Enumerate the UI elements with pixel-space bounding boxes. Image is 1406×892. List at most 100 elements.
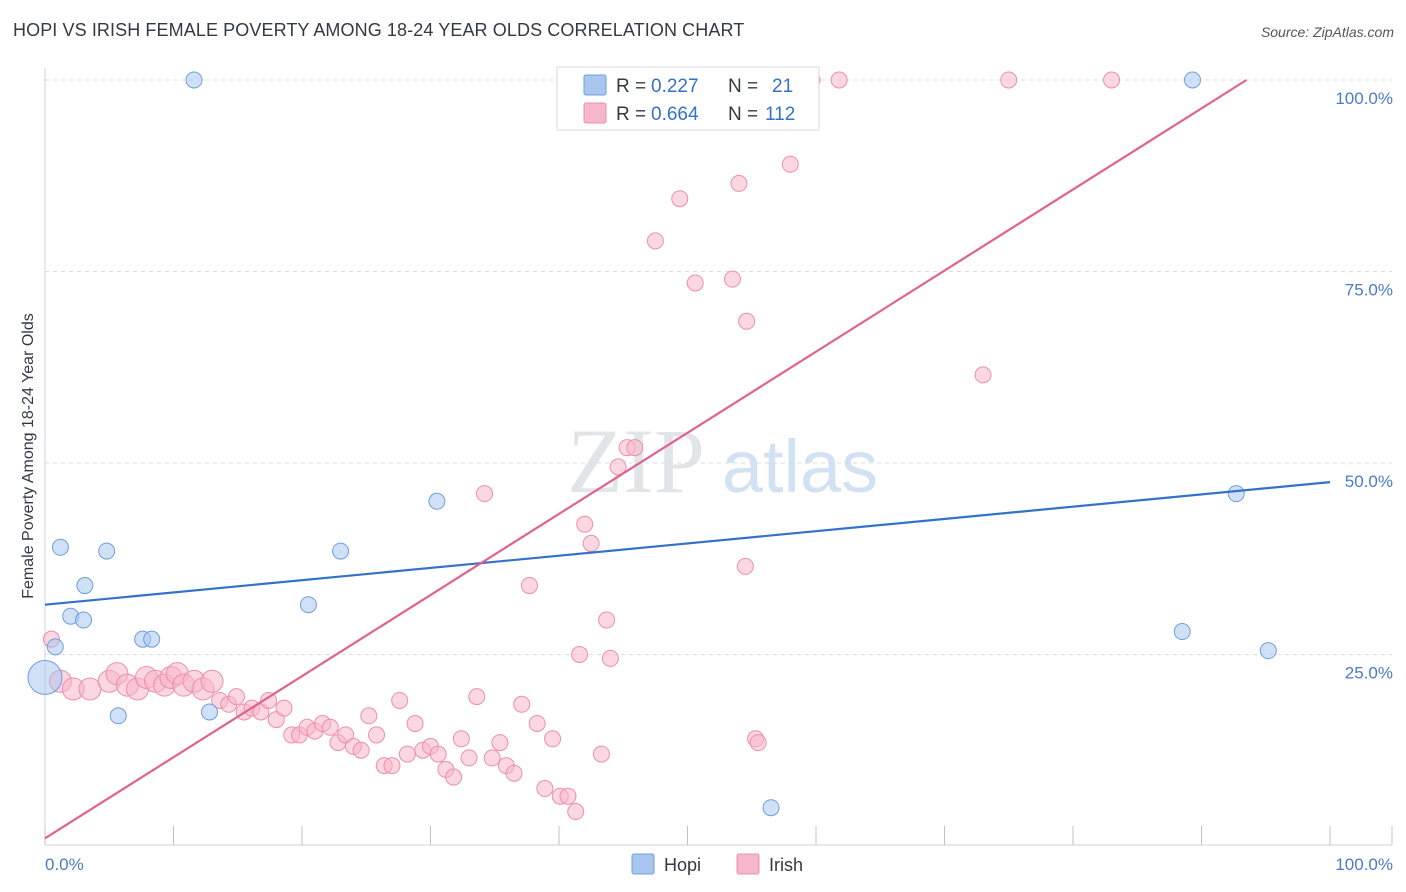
irish-point-80 [749, 734, 767, 752]
irish-point-37 [368, 726, 386, 744]
irish-point-88 [974, 366, 992, 384]
irish-point-77 [723, 270, 741, 288]
irish-point-40 [391, 691, 409, 709]
hopi-point-17 [1173, 623, 1191, 641]
legend-series: Hopi Irish [631, 853, 803, 875]
irish-point-90 [1103, 71, 1121, 89]
legend-bottom-irish-swatch [736, 853, 760, 875]
chart-title: HOPI VS IRISH FEMALE POVERTY AMONG 18-24… [13, 20, 745, 40]
hopi-point-4 [75, 611, 93, 629]
irish-point-60 [544, 730, 562, 748]
irish-point-89 [1000, 71, 1018, 89]
hopi-point-12 [299, 596, 317, 614]
legend-irish-r-label: R = [616, 104, 646, 125]
irish-point-84 [781, 155, 799, 173]
irish-point-66 [582, 534, 600, 552]
irish-point-39 [383, 757, 401, 775]
hopi-point-1 [46, 638, 64, 656]
irish-point-68 [598, 611, 616, 629]
hopi-point-5 [76, 577, 94, 595]
hopi-point-10 [185, 71, 203, 89]
hopi-point-9 [143, 630, 161, 648]
legend-bottom-hopi-label: Hopi [664, 855, 701, 875]
hopi-point-19 [1259, 642, 1277, 660]
irish-point-42 [406, 714, 424, 732]
irish-point-76 [686, 274, 704, 292]
x-tick-label-0: 0.0% [45, 855, 84, 874]
irish-point-16 [200, 669, 224, 693]
irish-point-62 [559, 787, 577, 805]
irish-point-35 [352, 741, 370, 759]
legend-bottom-irish-label: Irish [769, 855, 803, 875]
irish-point-53 [491, 734, 509, 752]
irish-point-23 [260, 691, 278, 709]
legend-hopi-n-value: 21 [772, 76, 793, 97]
hopi-point-15 [762, 799, 780, 817]
x-tick-label-100: 100.0% [1335, 855, 1393, 874]
irish-point-78 [736, 557, 754, 575]
legend-stats: R = 0.227 N = 21 R = 0.664 N = 112 [556, 66, 820, 131]
y-tick-labels: 25.0% 50.0% 75.0% 100.0% [1335, 89, 1393, 683]
irish-point-64 [571, 646, 589, 663]
legend-hopi-r-value: 0.227 [651, 76, 699, 97]
irish-point-36 [360, 707, 378, 725]
hopi-point-7 [98, 542, 116, 560]
irish-point-25 [275, 699, 293, 717]
irish-point-74 [646, 232, 664, 250]
irish-point-67 [592, 745, 610, 763]
legend-hopi-n-label: N = [728, 76, 758, 97]
hopi-point-0 [27, 659, 63, 695]
x-tick-labels: 0.0% 100.0% [45, 855, 1393, 874]
watermark-atlas: atlas [722, 425, 878, 508]
hopi-trend-line [44, 481, 1331, 606]
irish-point-57 [520, 577, 538, 595]
hopi-point-14 [428, 492, 446, 510]
hopi-point-11 [200, 703, 218, 721]
legend-bottom-hopi-swatch [631, 853, 655, 875]
irish-point-65 [576, 515, 594, 533]
legend-irish-n-label: N = [728, 104, 758, 125]
legend-hopi-r-label: R = [616, 76, 646, 97]
y-axis-label: Female Poverty Among 18-24 Year Olds [20, 313, 37, 599]
hopi-point-6 [109, 707, 127, 725]
irish-point-45 [429, 745, 447, 763]
y-tick-label-100: 100.0% [1335, 89, 1393, 108]
grid-layer [45, 79, 1392, 655]
axis-layer [44, 68, 1393, 846]
irish-point-51 [475, 485, 493, 503]
y-tick-label-50: 50.0% [1345, 472, 1393, 491]
irish-point-47 [445, 768, 463, 786]
legend-irish-n-value: 112 [765, 104, 795, 125]
irish-point-31 [321, 718, 339, 736]
hopi-point-16 [1184, 71, 1202, 89]
trend-layer [44, 79, 1331, 840]
irish-point-41 [398, 745, 416, 763]
legend-irish-swatch [583, 102, 607, 124]
hopi-point-2 [51, 538, 69, 556]
irish-point-72 [626, 439, 644, 457]
irish-point-55 [505, 764, 523, 782]
y-tick-label-75: 75.0% [1345, 281, 1393, 300]
irish-point-58 [528, 714, 546, 732]
legend-hopi-swatch [583, 74, 607, 96]
irish-point-82 [730, 174, 748, 192]
irish-point-75 [671, 190, 689, 208]
irish-point-50 [468, 688, 486, 706]
irish-point-56 [513, 695, 531, 713]
irish-point-49 [460, 749, 478, 767]
irish-point-3 [78, 677, 102, 701]
irish-point-86 [830, 71, 848, 89]
irish-point-69 [601, 649, 619, 667]
irish-point-19 [227, 688, 245, 706]
y-tick-label-25: 25.0% [1345, 664, 1393, 683]
irish-point-87 [738, 312, 756, 330]
irish-point-63 [567, 803, 585, 821]
irish-point-48 [452, 730, 470, 748]
hopi-point-18 [1227, 485, 1245, 503]
irish-point-52 [483, 749, 501, 767]
hopi-point-13 [332, 542, 350, 560]
legend-irish-r-value: 0.664 [651, 104, 699, 125]
source-credit: Source: ZipAtlas.com [1260, 24, 1394, 40]
irish-point-70 [609, 458, 627, 476]
